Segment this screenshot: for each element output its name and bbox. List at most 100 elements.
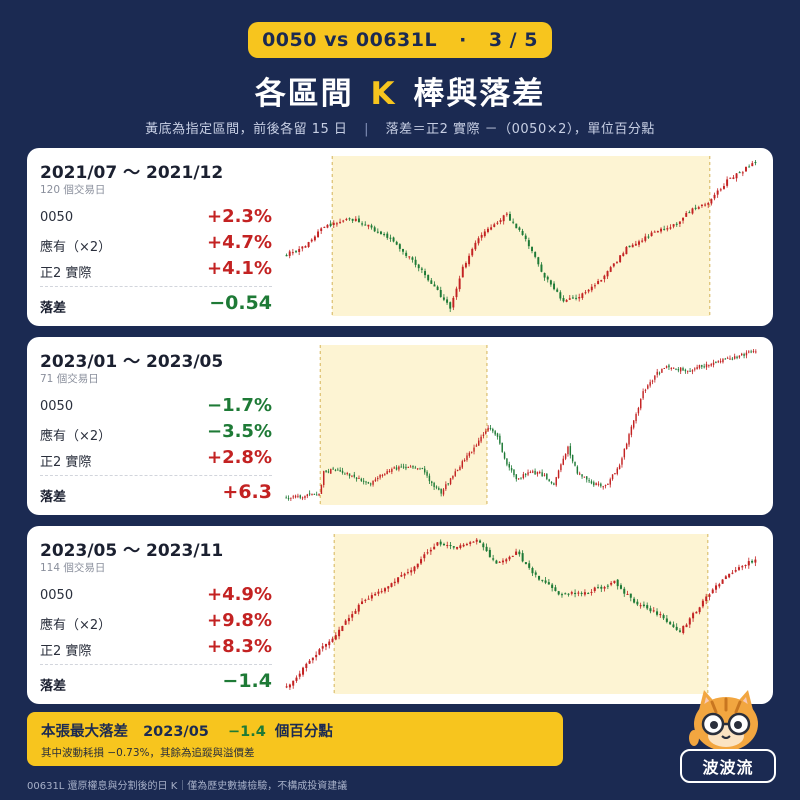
candle [626,590,629,595]
candle [729,177,732,179]
candle [301,246,304,252]
interval-card-2: 2023/01 ～ 2023/05 71 個交易日 0050 −1.7% 應有（… [27,337,773,515]
candle [541,579,544,583]
candle [719,187,722,192]
candle [560,463,562,473]
candle [532,469,534,474]
candle [447,483,449,486]
candle [603,274,606,283]
candle [498,560,501,563]
candle [571,295,574,299]
candle [619,583,622,590]
candle [695,611,698,614]
candle [524,233,527,242]
candle [556,287,559,293]
candle [752,349,755,354]
candle [305,662,308,672]
candle [315,491,318,496]
candle [323,470,325,488]
candle [701,364,703,370]
candle [459,543,462,550]
row-label: 落差 [40,490,67,505]
candle [499,433,501,445]
candle [410,567,413,576]
candle [708,593,711,601]
candle [400,463,402,468]
candle [606,270,609,279]
candle [370,223,373,230]
candle [613,580,616,584]
candle [669,620,672,625]
candle [576,465,579,475]
candle [384,472,386,476]
candle [408,256,411,260]
candle [515,548,518,556]
candle [724,357,727,360]
candle [406,568,409,575]
candle [539,470,541,475]
candle [302,666,305,677]
candle [649,379,651,388]
candle [386,231,389,240]
candle [600,584,603,593]
candle [351,611,354,622]
candle [625,246,628,255]
candle [439,539,442,547]
candle [499,218,502,225]
candle [344,472,346,475]
candle [361,598,364,605]
row-gap: 落差 +6.3 [40,481,272,505]
candle [735,173,738,182]
candle [521,550,524,563]
candle [567,593,570,597]
candle [580,591,583,597]
candle [298,246,301,256]
row-gap: 落差 −1.4 [40,670,272,694]
candle [682,217,685,224]
row-0050: 0050 −1.7% [40,395,272,419]
candle [524,473,527,478]
candle [677,367,680,373]
candle [400,571,403,578]
candle [395,465,398,471]
candle [414,465,417,469]
candle [438,486,440,491]
title-prefix: 各區間 [254,76,354,112]
trading-days: 120 個交易日 [40,184,106,196]
candle [339,467,341,472]
candle [488,547,491,558]
candle [543,272,546,281]
candle [389,234,392,242]
candle [710,362,712,367]
candle [478,437,480,446]
candle [325,470,327,473]
candle [464,261,467,269]
candle [527,237,530,249]
candle [501,442,503,453]
candle [543,472,546,477]
candle [588,477,590,483]
candle [353,471,356,479]
candle [431,480,433,487]
candle [449,301,452,312]
candle [509,211,511,222]
candle [747,557,750,569]
period-label: 2021/07 ～ 2021/12 [40,163,224,183]
candle [381,473,384,478]
candle [691,369,694,375]
row-gap: 落差 −0.54 [40,292,272,316]
candle [341,467,344,475]
candle [313,493,316,495]
trading-days: 114 個交易日 [40,562,106,574]
summary-title: 本張最大落差 [41,724,128,740]
candle [729,355,731,360]
candle [487,425,489,432]
candle [496,432,499,440]
candle [386,469,388,475]
candle [656,230,659,233]
candle [744,564,747,569]
candle [534,468,536,476]
candle [506,457,508,467]
candle [656,608,659,617]
candle [417,263,420,272]
